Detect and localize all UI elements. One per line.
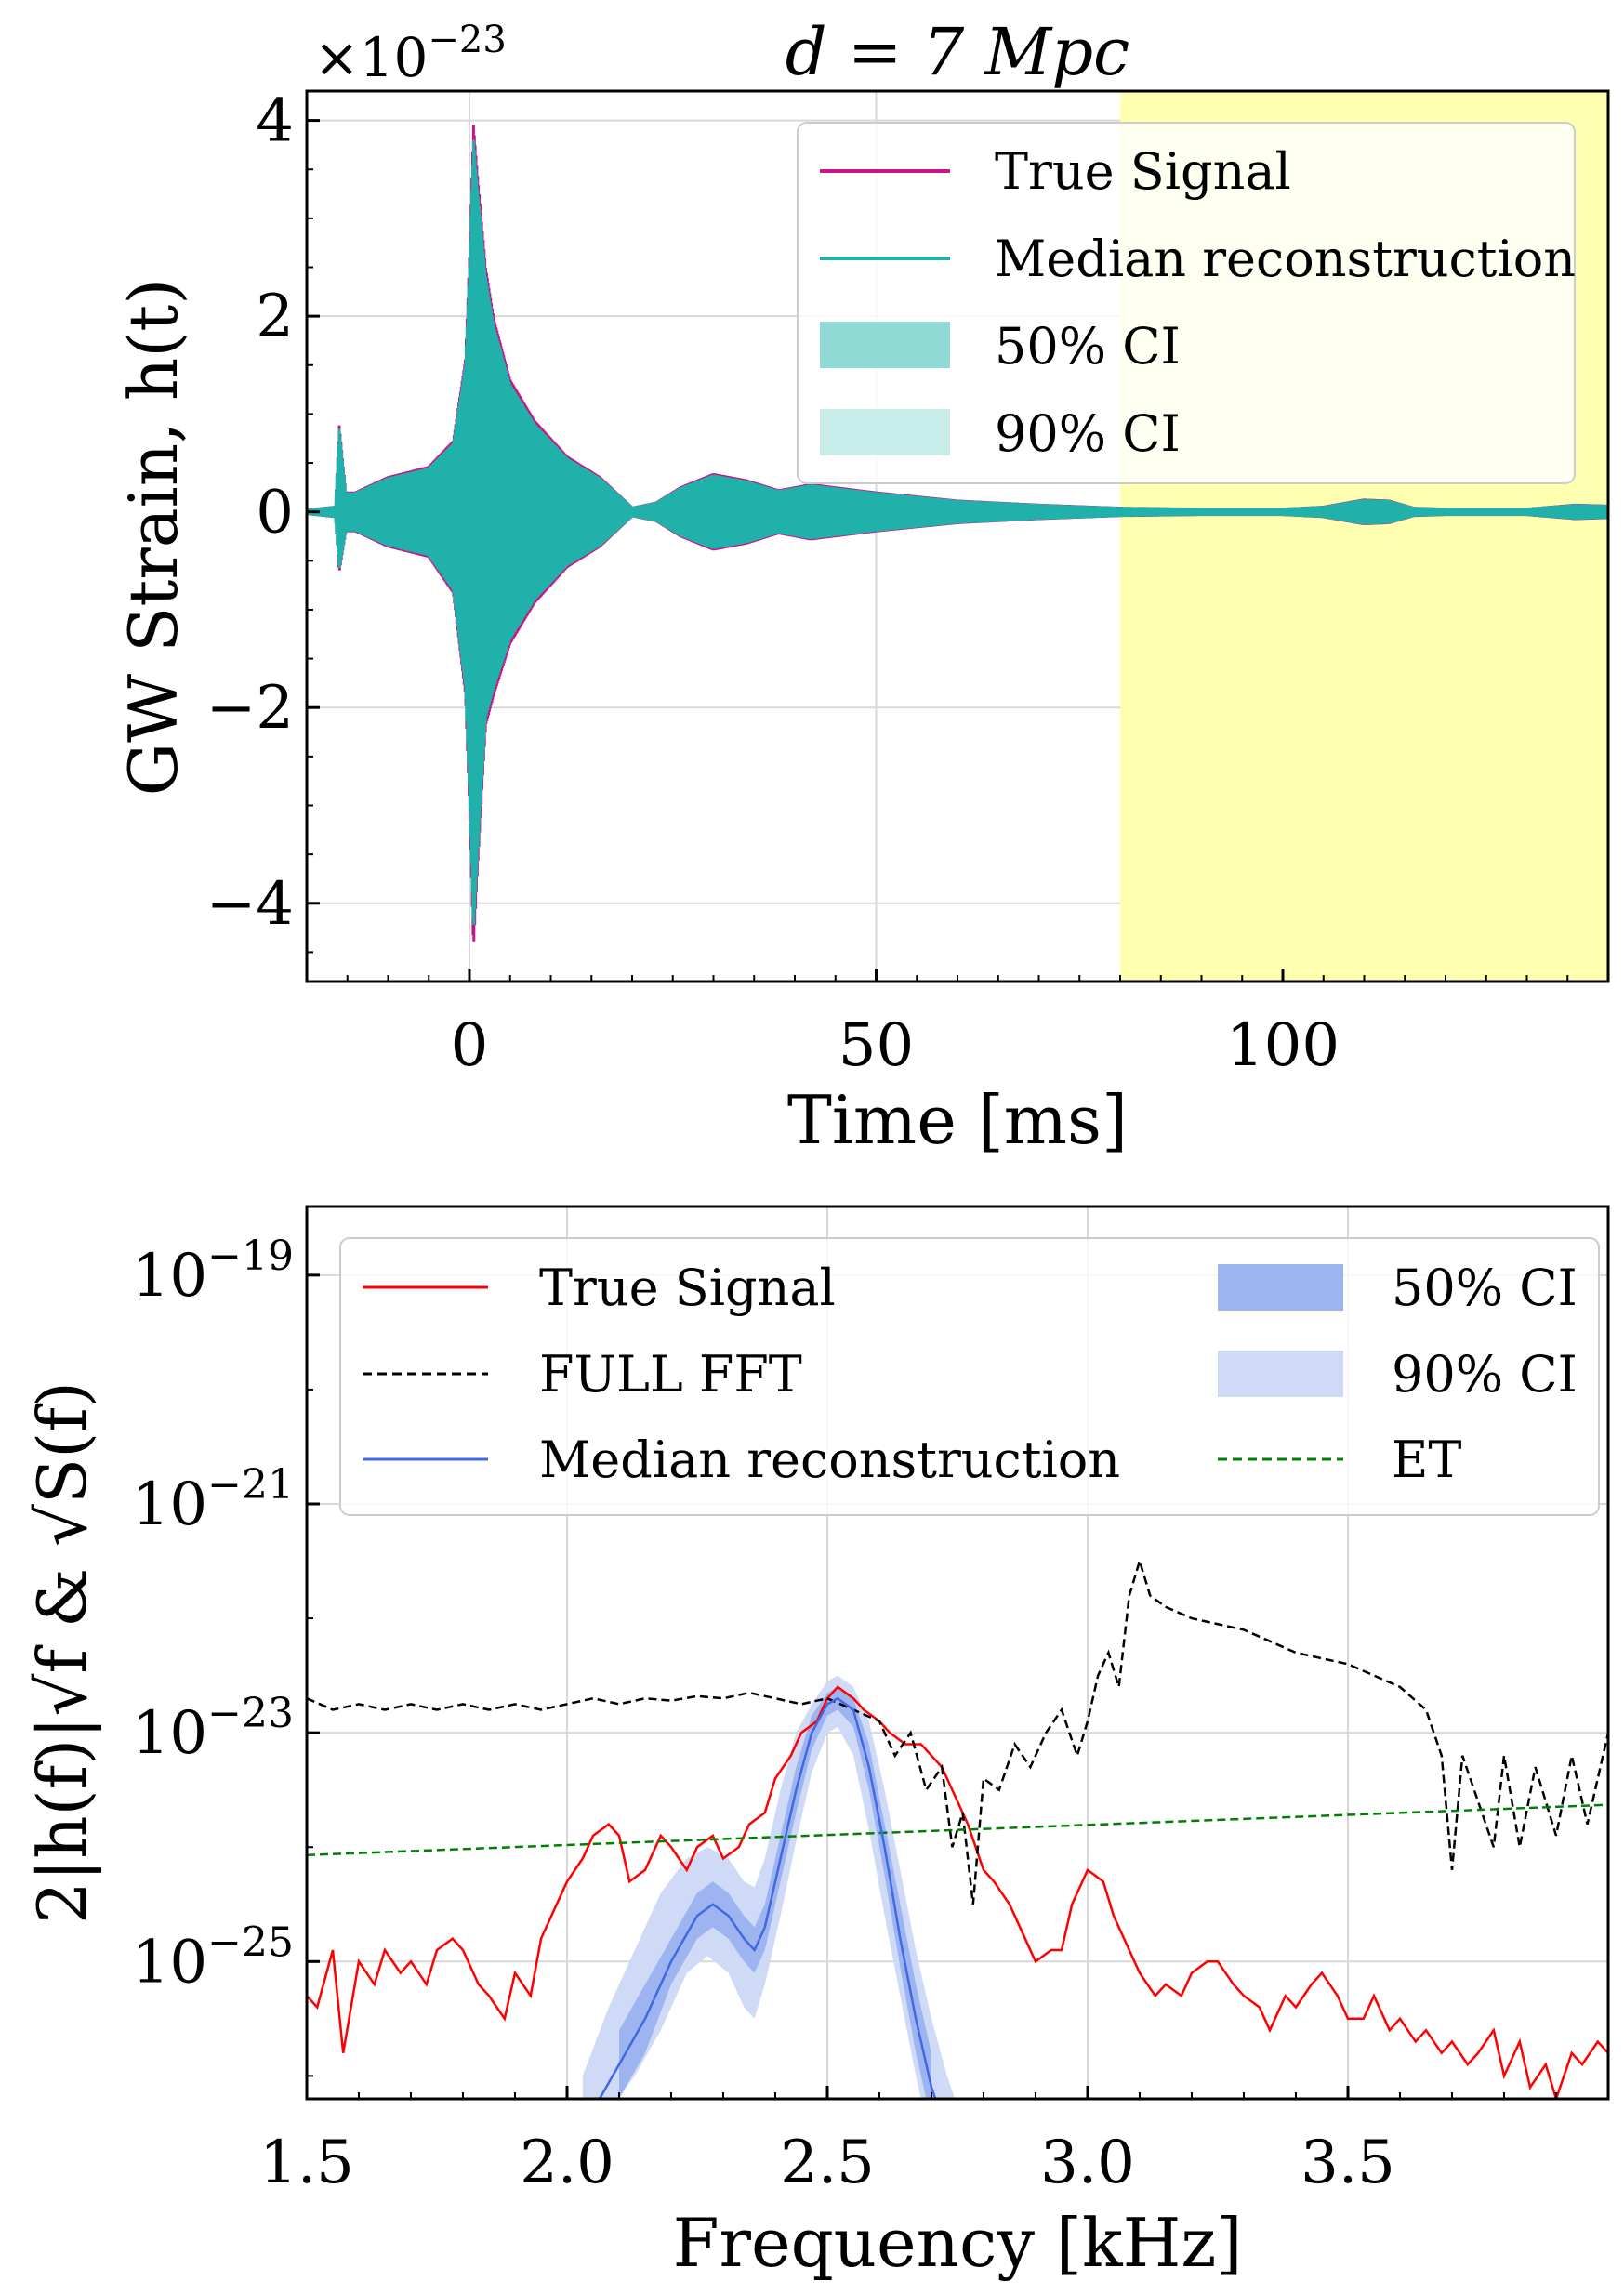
y-tick-label-exponent: −21 [207, 1461, 294, 1509]
y-tick-label-exponent: −23 [207, 1690, 294, 1737]
full-fft-line [307, 1557, 1608, 1905]
legend-ci90-label-frequency: 90% CI [1392, 1345, 1578, 1404]
x-tick-label: 50 [838, 1011, 914, 1080]
time-domain-ticks: 0 50 100 −4 −2 0 2 4 [206, 87, 1569, 1080]
median-reconstruction-line [307, 139, 1608, 925]
y-scale-multiplier-exponent: −23 [428, 19, 506, 61]
legend-true-signal-label: True Signal [995, 142, 1291, 201]
time-domain-legend: True Signal Median reconstruction 50% CI… [797, 122, 1576, 484]
y-tick-label: 10−21 [132, 1461, 294, 1539]
ci50-band [619, 1686, 931, 2099]
legend-median-label: Median reconstruction [995, 230, 1576, 288]
x-tick-label: 0 [451, 1011, 489, 1080]
frequency-domain-plot-area [307, 1557, 1608, 2099]
y-tick-label: 0 [256, 479, 294, 547]
x-tick-label: 1.5 [259, 2129, 354, 2197]
y-tick-label-exponent: −25 [207, 1918, 294, 1966]
y-tick-label-base: 10 [132, 1470, 207, 1539]
y-axis-label: GW Strain, h(t) [114, 279, 192, 797]
et-sensitivity-line [307, 1803, 1608, 1857]
x-tick-label: 3.5 [1301, 2129, 1395, 2197]
frequency-domain-legend: True Signal FULL FFT Median reconstructi… [339, 1237, 1600, 1516]
y-tick-label: 10−19 [132, 1233, 294, 1311]
y-scale-multiplier: ×10−23 [314, 19, 507, 89]
x-axis-label: Time [ms] [787, 1081, 1128, 1159]
legend-ci50-swatch [820, 322, 950, 368]
true-signal-spectrum-line [307, 1685, 1608, 2099]
legend-ci50-swatch-frequency [1218, 1264, 1343, 1311]
y-tick-label: 10−23 [132, 1690, 294, 1768]
x-tick-label: 100 [1226, 1011, 1340, 1080]
y-tick-label: −2 [206, 674, 294, 743]
legend-full-fft-label: FULL FFT [539, 1345, 802, 1404]
legend-ci90-swatch-frequency [1218, 1351, 1343, 1397]
legend-ci90-swatch [820, 409, 950, 455]
y-tick-label: −4 [206, 870, 294, 939]
legend-median-label-frequency: Median reconstruction [539, 1430, 1120, 1489]
x-axis-label-frequency: Frequency [kHz] [673, 2204, 1243, 2282]
frequency-domain-axes-frame [305, 1205, 1610, 2101]
median-reconstruction-spectrum-line [598, 1696, 937, 2099]
y-tick-label: 10−25 [132, 1918, 294, 1997]
x-tick-label: 2.0 [520, 2129, 614, 2197]
legend-ci50-label-frequency: 50% CI [1392, 1259, 1578, 1317]
y-tick-label: 2 [256, 283, 294, 351]
y-axis-label-frequency: 2|h(f)|√f & √S(f) [23, 1381, 101, 1924]
y-tick-label-base: 10 [132, 1242, 207, 1311]
legend-ci50-label: 50% CI [995, 317, 1181, 376]
ci90-band [582, 1675, 956, 2099]
legend-et-label: ET [1392, 1430, 1461, 1489]
y-tick-label-base: 10 [132, 1699, 207, 1768]
time-domain-panel: 0 50 100 −4 −2 0 2 4 d = 7 Mpc ×10−23 Time [ms]… [114, 14, 1610, 1159]
y-tick-label: 4 [256, 87, 294, 156]
y-tick-label-exponent: −19 [207, 1233, 294, 1280]
x-tick-label: 2.5 [780, 2129, 875, 2197]
legend-true-signal-label-frequency: True Signal [539, 1259, 836, 1317]
legend-box [797, 122, 1576, 484]
time-domain-plot-area [307, 125, 1608, 942]
legend-ci90-label: 90% CI [995, 404, 1181, 463]
y-scale-multiplier-base: ×10 [314, 26, 428, 89]
y-tick-label-base: 10 [132, 1928, 207, 1997]
x-tick-label: 3.0 [1040, 2129, 1135, 2197]
chart-title: d = 7 Mpc [786, 14, 1129, 90]
